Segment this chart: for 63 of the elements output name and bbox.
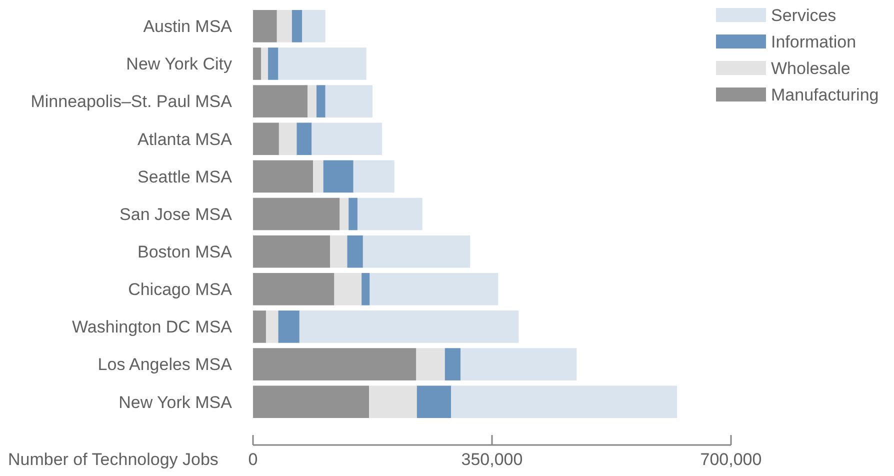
bar (460, 348, 577, 380)
bar (261, 48, 268, 80)
bar (347, 235, 363, 268)
bar (348, 198, 358, 230)
y-tick-label: Seattle MSA (138, 167, 233, 186)
bar (416, 348, 445, 380)
bar (313, 160, 324, 193)
y-tick-label: Minneapolis–St. Paul MSA (30, 92, 233, 112)
bar (253, 160, 314, 193)
bar (253, 272, 334, 306)
bar (253, 48, 262, 80)
bar (278, 310, 300, 343)
bar (340, 198, 349, 230)
bar (276, 10, 292, 42)
legend-label: Services (771, 6, 836, 25)
bar (323, 160, 354, 193)
bar (253, 122, 279, 156)
bar (253, 386, 370, 418)
bar (253, 10, 277, 42)
bar (253, 348, 416, 380)
bar (253, 85, 308, 118)
bar (253, 198, 340, 230)
bar (353, 160, 394, 193)
bar (334, 272, 362, 306)
bar (266, 310, 278, 343)
legend-label: Information (771, 32, 856, 52)
bar (268, 48, 278, 80)
x-axis-title: Number of Technology Jobs (8, 450, 218, 469)
bar (302, 10, 326, 42)
bar (308, 85, 317, 118)
y-tick-label: Atlanta MSA (138, 130, 233, 149)
bar (253, 235, 330, 268)
y-tick-label: Austin MSA (143, 17, 233, 36)
bar (362, 235, 470, 268)
y-tick-label: Chicago MSA (128, 280, 233, 300)
bar (312, 122, 382, 156)
y-tick-label: New York MSA (118, 392, 233, 412)
legend-label: Wholesale (771, 58, 850, 78)
bar (369, 386, 417, 418)
bar (444, 348, 461, 380)
bar (296, 122, 312, 156)
x-tick-label: 0 (248, 450, 258, 469)
bar (278, 122, 297, 156)
y-tick-label: Boston MSA (138, 242, 233, 262)
bar (292, 10, 302, 42)
bar (253, 310, 266, 343)
y-tick-label: Los Angeles MSA (98, 355, 233, 374)
bar (278, 48, 366, 80)
x-tick-label: 700,000 (700, 450, 762, 469)
bar (370, 272, 498, 306)
bar (299, 310, 519, 343)
bar (362, 272, 370, 306)
bar (416, 386, 452, 418)
y-tick-label: New York City (126, 54, 232, 74)
bar (325, 85, 372, 118)
bar (357, 198, 422, 230)
bar (316, 85, 326, 118)
y-tick-label: Washington DC MSA (72, 318, 233, 337)
x-tick-label: 350,000 (461, 450, 523, 469)
bar (330, 235, 348, 268)
y-tick-label: San Jose MSA (120, 204, 233, 224)
bar (451, 386, 678, 418)
legend-label: Manufacturing (771, 85, 879, 104)
